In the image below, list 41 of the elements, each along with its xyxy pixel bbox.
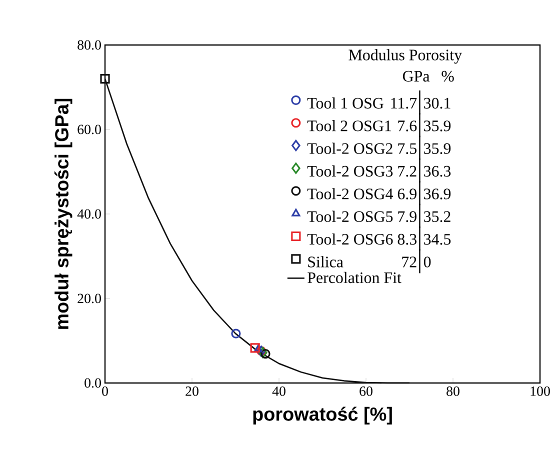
- x-axis-title: porowatość [%]: [253, 406, 392, 425]
- x-tick-label: 0: [102, 386, 108, 396]
- annotation: %: [442, 70, 454, 82]
- annotation: 0: [424, 256, 431, 268]
- annotation: 35.9: [424, 143, 451, 154]
- legend-label: Tool-2 OSG4: [307, 188, 393, 200]
- annotation: 72: [402, 256, 416, 268]
- x-tick-label: 20: [186, 386, 198, 396]
- annotation: 36.9: [424, 188, 451, 200]
- annotation: 36.3: [424, 166, 451, 177]
- annotation: 11.7: [391, 98, 417, 109]
- legend-label: Tool 2 OSG1: [307, 120, 391, 132]
- annotation: Modulus Porosity: [348, 49, 462, 64]
- y-tick-label: 80.0: [78, 40, 101, 50]
- annotation: 35.9: [424, 120, 451, 132]
- x-tick-label: 40: [272, 386, 286, 396]
- annotation: GPa: [402, 70, 430, 82]
- legend-label: Silica: [308, 256, 344, 268]
- annotation: 7.5: [398, 143, 416, 154]
- annotation: 30.1: [424, 98, 450, 109]
- legend-label: Tool-2 OSG2: [307, 142, 392, 154]
- x-tick-label: 100: [530, 386, 550, 396]
- annotation: 6.9: [398, 188, 416, 200]
- x-tick-label: 80: [446, 386, 460, 396]
- y-tick-label: 40.0: [77, 209, 101, 219]
- annotation: 35.2: [424, 211, 450, 222]
- x-tick-label: 60: [360, 386, 372, 396]
- y-tick-label: 0.0: [84, 378, 101, 388]
- annotation: 7.2: [398, 166, 416, 177]
- legend-label: Tool 1 OSG: [307, 97, 384, 109]
- legend-label: Tool-2 OSG5: [307, 210, 393, 222]
- annotation: 7.6: [398, 120, 417, 132]
- y-axis-title: moduł sprężystości [GPa]: [54, 98, 72, 329]
- y-tick-label: 20.0: [78, 294, 101, 304]
- y-tick-label: 60.0: [78, 124, 101, 134]
- annotation: 34.5: [424, 234, 451, 245]
- legend-label: Percolation Fit: [308, 272, 402, 284]
- legend-label: Tool-2 OSG3: [307, 165, 393, 177]
- annotation: 7.9: [398, 211, 416, 222]
- annotation: 8.3: [398, 234, 416, 245]
- legend-label: Tool-2 OSG6: [307, 233, 393, 245]
